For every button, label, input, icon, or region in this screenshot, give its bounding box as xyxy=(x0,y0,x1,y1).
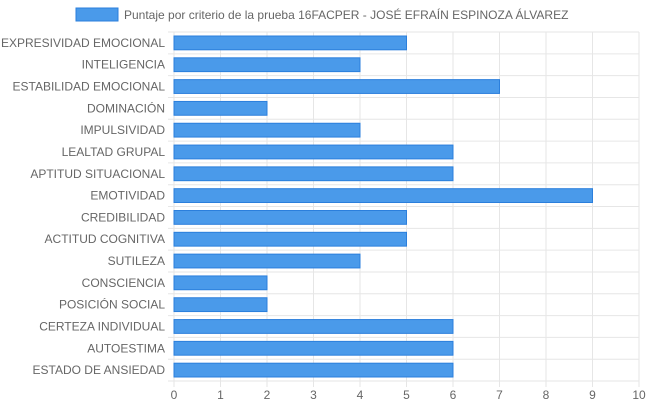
legend-swatch[interactable] xyxy=(75,7,119,22)
x-tick-label: 7 xyxy=(496,388,503,402)
y-tick-label: DOMINACIÓN xyxy=(87,100,165,115)
bar[interactable] xyxy=(173,79,500,94)
bar[interactable] xyxy=(173,210,407,225)
y-tick-label: EMOTIVIDAD xyxy=(90,189,165,203)
bar[interactable] xyxy=(173,166,454,182)
x-tick-label: 6 xyxy=(450,388,457,402)
y-tick-label: CREDIBILIDAD xyxy=(81,210,165,224)
y-tick-label: APTITUD SITUACIONAL xyxy=(30,167,165,181)
x-axis-tick-labels: 0 1 2 3 4 5 6 7 8 9 10 xyxy=(171,388,646,402)
bar[interactable] xyxy=(173,231,407,247)
y-tick-label: INTELIGENCIA xyxy=(82,58,165,72)
y-tick-label: ESTABILIDAD EMOCIONAL xyxy=(13,80,166,94)
y-tick-label: ESTADO DE ANSIEDAD xyxy=(33,363,166,377)
x-tick-label: 1 xyxy=(217,388,224,402)
y-tick-label: POSICIÓN SOCIAL xyxy=(59,297,165,312)
bars xyxy=(173,35,593,378)
bar[interactable] xyxy=(173,297,268,313)
y-tick-label: IMPULSIVIDAD xyxy=(80,123,165,137)
x-tick-label: 10 xyxy=(632,388,646,402)
x-tick-label: 3 xyxy=(310,388,317,402)
y-tick-label: CONSCIENCIA xyxy=(82,276,165,290)
bar[interactable] xyxy=(173,188,593,203)
x-tick-label: 2 xyxy=(264,388,271,402)
bar[interactable] xyxy=(173,144,454,160)
y-tick-label: SUTILEZA xyxy=(108,254,165,268)
x-tick-label: 9 xyxy=(589,388,596,402)
bar[interactable] xyxy=(173,35,407,51)
y-axis-labels: EXPRESIVIDAD EMOCIONAL INTELIGENCIA ESTABI… xyxy=(1,36,165,377)
legend-label[interactable]: Puntaje por criterio de la prueba 16FACP… xyxy=(124,7,568,22)
bar[interactable] xyxy=(173,340,454,356)
y-tick-label: EXPRESIVIDAD EMOCIONAL xyxy=(1,36,165,50)
bar[interactable] xyxy=(173,253,361,269)
bar[interactable] xyxy=(173,319,454,334)
x-tick-label: 5 xyxy=(403,388,410,402)
y-tick-label: ACTITUD COGNITIVA xyxy=(45,232,165,246)
bar[interactable] xyxy=(173,100,268,116)
x-tick-label: 8 xyxy=(543,388,550,402)
x-tick-label: 0 xyxy=(171,388,178,402)
y-tick-label: AUTOESTIMA xyxy=(87,341,165,355)
bar[interactable] xyxy=(173,57,361,73)
bar[interactable] xyxy=(173,362,454,378)
bar[interactable] xyxy=(173,122,361,138)
x-tick-label: 4 xyxy=(357,388,364,402)
bar[interactable] xyxy=(173,275,268,291)
y-tick-label: LEALTAD GRUPAL xyxy=(62,145,166,159)
legend[interactable]: Puntaje por criterio de la prueba 16FACP… xyxy=(75,7,568,22)
y-tick-label: CERTEZA INDIVIDUAL xyxy=(39,319,165,333)
